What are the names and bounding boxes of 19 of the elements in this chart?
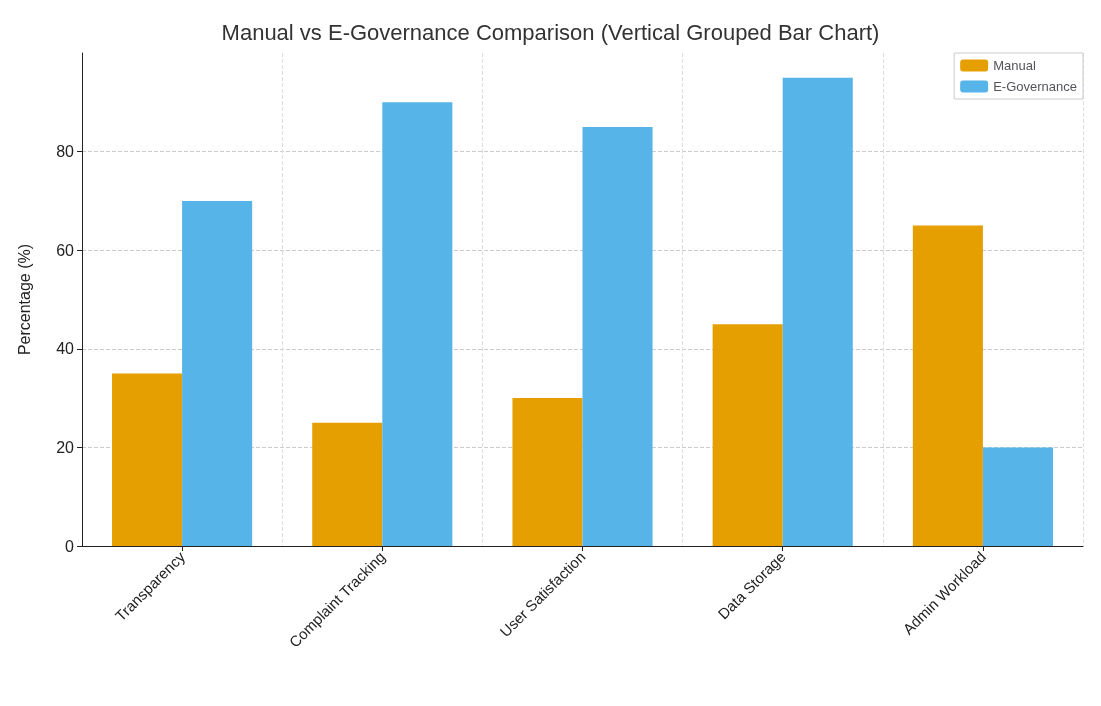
bar xyxy=(582,126,653,546)
bar xyxy=(782,77,853,546)
y-tick-label: 20 xyxy=(56,438,75,456)
bar xyxy=(112,373,183,546)
y-tick-label: 40 xyxy=(56,340,75,358)
legend-label: E-Governance xyxy=(993,79,1078,94)
y-tick-label: 60 xyxy=(56,241,75,259)
y-tick-label: 0 xyxy=(65,537,75,555)
bar xyxy=(982,447,1053,546)
bar xyxy=(912,225,983,546)
bar xyxy=(182,200,253,546)
y-tick-label: 80 xyxy=(56,143,75,161)
chart-title: Manual vs E-Governance Comparison (Vertical Grouped Bar Chart) xyxy=(221,19,880,45)
bar xyxy=(312,422,383,546)
legend-label: Manual xyxy=(993,58,1036,73)
bar xyxy=(512,398,583,546)
y-axis-title: Percentage (%) xyxy=(15,243,33,356)
bar xyxy=(382,102,453,546)
bar xyxy=(712,324,783,546)
